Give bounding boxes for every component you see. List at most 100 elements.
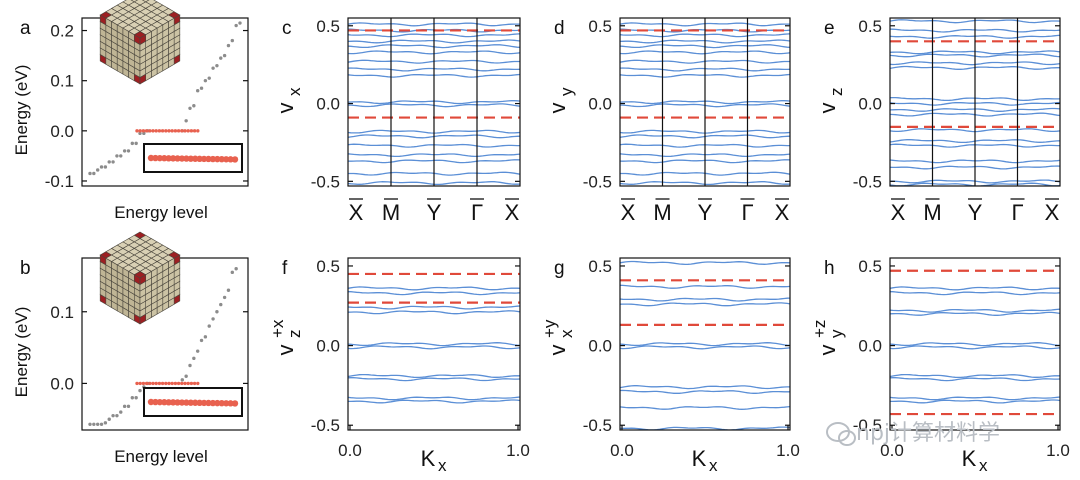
band-line xyxy=(890,342,1060,347)
zoom-inset-point xyxy=(165,155,172,162)
band-line xyxy=(348,342,520,347)
data-point-gray xyxy=(207,76,211,80)
y-tick-label: 0.0 xyxy=(858,95,882,114)
data-point-gray xyxy=(138,131,142,136)
data-point-gray xyxy=(219,56,223,60)
y-axis-label-sub: x xyxy=(285,87,304,96)
data-point-gray xyxy=(134,141,138,146)
y-tick-label: -0.5 xyxy=(311,416,340,435)
y-tick-label: 0.1 xyxy=(50,72,74,91)
y-tick-label: -0.1 xyxy=(45,172,74,191)
zoom-inset-point xyxy=(183,399,190,406)
band-line xyxy=(890,399,1060,404)
zoom-inset-point xyxy=(222,400,230,407)
band-line xyxy=(620,260,790,266)
data-point-red xyxy=(154,381,158,386)
zoom-inset-point xyxy=(214,155,221,163)
data-point-red xyxy=(180,129,184,133)
data-point-gray xyxy=(119,154,123,158)
data-point-red xyxy=(138,381,142,386)
panel-a: -0.1 0.0 0.1 0.2 a Energy (eV) Energy level xyxy=(12,0,249,222)
y-axis-label-sub: z xyxy=(827,88,846,97)
band-line xyxy=(348,345,520,350)
zoom-inset-point xyxy=(209,155,217,163)
y-axis-label-sub: y xyxy=(827,329,846,338)
data-point-red xyxy=(157,381,162,386)
zoom-inset-point xyxy=(152,154,159,162)
zoom-inset-point xyxy=(227,400,234,407)
data-point-gray xyxy=(222,295,227,300)
y-axis-label: vy xyxy=(545,87,576,114)
data-point-red xyxy=(173,381,178,386)
y-axis-label-sup: +x xyxy=(268,319,287,338)
kpoint-label: X xyxy=(891,200,906,225)
data-point-red xyxy=(144,381,149,386)
data-point-gray xyxy=(99,165,104,169)
zoom-inset-point xyxy=(200,155,208,163)
data-point-gray xyxy=(195,89,200,93)
data-point-gray xyxy=(88,422,92,426)
band-line xyxy=(890,396,1060,401)
panel-h: -0.5 0.0 0.5 h vy+z 0.0 1.0 K x xyxy=(810,257,1070,475)
zoom-inset-point xyxy=(187,155,194,162)
y-tick-label: -0.5 xyxy=(853,172,882,191)
zoom-inset-point xyxy=(165,399,172,406)
data-point-gray xyxy=(192,104,196,108)
data-point-red xyxy=(148,129,152,133)
band-line xyxy=(348,396,520,401)
y-tick-label: 0.5 xyxy=(316,17,340,36)
y-axis-label-sub: z xyxy=(285,330,304,339)
data-point-gray xyxy=(126,149,131,153)
zoom-inset-point xyxy=(156,154,164,162)
zoom-inset-point xyxy=(196,155,203,163)
data-point-gray xyxy=(126,404,131,409)
zoom-inset-point xyxy=(156,398,164,406)
x-tick-label: 1.0 xyxy=(506,441,530,460)
y-tick-label: -0.5 xyxy=(311,172,340,191)
wechat-icon xyxy=(826,422,856,446)
x-axis-label: Energy level xyxy=(114,447,208,466)
panel-b: 0.0 0.1 b Energy (eV) Energy level xyxy=(12,231,249,466)
watermark: npj计算材料学 xyxy=(826,421,1000,446)
y-tick-label: -0.5 xyxy=(583,416,612,435)
watermark-text: npj计算材料学 xyxy=(856,421,1000,446)
data-point-gray xyxy=(88,171,92,176)
data-point-red xyxy=(151,381,155,386)
data-point-gray xyxy=(138,388,142,393)
data-point-gray xyxy=(234,267,238,271)
data-point-red xyxy=(135,129,139,133)
zoom-inset-point xyxy=(169,399,177,406)
kpoint-label: Γ xyxy=(741,200,753,225)
y-axis-label-sub: x xyxy=(557,329,576,338)
zoom-inset-point xyxy=(196,399,203,407)
data-point-gray xyxy=(199,86,204,90)
data-point-gray xyxy=(103,165,108,169)
zoom-inset-point xyxy=(147,154,155,162)
data-point-gray xyxy=(215,310,219,314)
band-line xyxy=(890,345,1060,350)
data-point-gray xyxy=(226,288,231,292)
data-point-red xyxy=(176,381,181,386)
data-point-gray xyxy=(107,417,111,421)
data-point-red xyxy=(189,129,194,133)
data-point-gray xyxy=(219,302,223,307)
y-axis-label: Energy (eV) xyxy=(12,307,31,398)
zoom-inset-point xyxy=(222,156,230,163)
band-line xyxy=(348,310,520,315)
data-point-red xyxy=(167,381,171,386)
band-line xyxy=(348,286,520,291)
data-point-gray xyxy=(192,356,196,361)
panel-letter: h xyxy=(824,258,835,279)
data-point-gray xyxy=(92,171,96,176)
data-point-red xyxy=(183,381,187,386)
zoom-inset-point xyxy=(231,400,239,407)
band-line xyxy=(348,377,520,382)
zoom-inset-point xyxy=(152,398,159,406)
data-point-red xyxy=(173,129,178,133)
y-tick-label: 0.0 xyxy=(50,374,74,393)
x-tick-label: 0.0 xyxy=(338,441,362,460)
data-point-red xyxy=(157,129,162,133)
